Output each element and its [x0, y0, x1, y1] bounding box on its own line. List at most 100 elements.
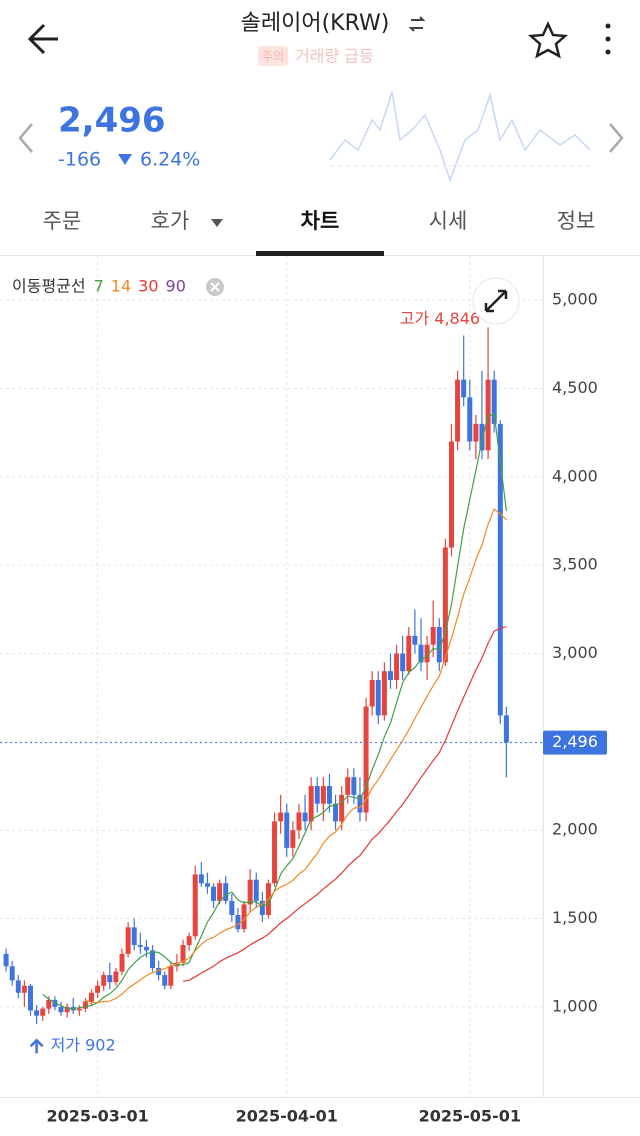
- low-annotation: 저가 902: [51, 1036, 116, 1055]
- candle-body: [198, 874, 204, 884]
- candle-body: [137, 945, 143, 947]
- candle-body: [308, 786, 314, 822]
- candle-body: [387, 671, 393, 681]
- dropdown-icon: [211, 219, 223, 227]
- moving-average: [85, 508, 507, 1004]
- tab[interactable]: 정보: [557, 209, 596, 233]
- y-tick-label: 4,500: [552, 378, 598, 397]
- prev-coin[interactable]: [18, 123, 33, 153]
- more-button[interactable]: [605, 23, 611, 55]
- tab[interactable]: 차트: [301, 209, 340, 233]
- legend-title: 이동평균선: [12, 277, 86, 296]
- candle-body: [180, 945, 186, 963]
- candle-body: [418, 644, 424, 663]
- candle-body: [326, 786, 332, 804]
- legend-item: 30: [138, 277, 158, 296]
- candle-body: [150, 950, 156, 969]
- price-change: -166: [58, 149, 101, 171]
- candle-body: [284, 812, 290, 848]
- candle-body: [467, 397, 473, 442]
- candle-body: [76, 1008, 82, 1011]
- candle-body: [455, 379, 461, 442]
- candle-body: [357, 794, 363, 813]
- x-tick-label: 2025-03-01: [46, 1107, 148, 1126]
- tab[interactable]: 주문: [43, 209, 82, 233]
- candle-body: [156, 968, 162, 976]
- candle-body: [168, 966, 174, 986]
- candle-body: [400, 653, 406, 672]
- candle-body: [333, 803, 339, 822]
- candle-body: [302, 812, 308, 822]
- candle-body: [253, 879, 259, 901]
- candle-body: [229, 900, 235, 916]
- candle-body: [235, 915, 241, 930]
- badge-bg: [258, 46, 288, 66]
- moving-average: [182, 626, 507, 982]
- candle-body: [223, 883, 229, 901]
- candle-body: [339, 794, 345, 822]
- next-coin[interactable]: [609, 123, 624, 153]
- back-button[interactable]: [27, 23, 58, 55]
- legend-item: 7: [94, 277, 104, 296]
- candle-body: [34, 1010, 40, 1016]
- coin-title: 솔레이어(KRW): [241, 11, 390, 36]
- candle-body: [406, 635, 412, 672]
- moving-average: [42, 412, 507, 1010]
- candle-body: [28, 985, 34, 1011]
- tab[interactable]: 시세: [429, 209, 468, 233]
- candle-body: [290, 830, 296, 848]
- candle-body: [125, 927, 131, 954]
- x-tick-label: 2025-05-01: [419, 1107, 521, 1126]
- candle-body: [211, 886, 217, 901]
- candle-body: [89, 992, 95, 1002]
- candle-body: [412, 635, 418, 645]
- candle-body: [351, 777, 357, 795]
- candle-body: [15, 980, 21, 993]
- active-tab-indicator: [256, 251, 384, 256]
- candle-body: [101, 975, 107, 986]
- candle-body: [461, 379, 467, 398]
- swap-icon[interactable]: [408, 16, 426, 32]
- candle-body: [479, 423, 485, 451]
- current-price: 2,496: [58, 101, 166, 141]
- candle-body: [503, 715, 509, 743]
- candle-body: [9, 966, 15, 981]
- legend-item: 14: [111, 277, 131, 296]
- x-tick-label: 2025-04-01: [236, 1107, 338, 1126]
- candle-body: [320, 786, 326, 804]
- candle-body: [82, 1001, 88, 1009]
- candle-body: [95, 985, 101, 993]
- favorite-button[interactable]: [527, 20, 569, 59]
- candle-body: [278, 812, 284, 822]
- y-tick-label: 3,000: [552, 643, 598, 662]
- candle-body: [375, 680, 381, 716]
- candle-body: [448, 441, 454, 548]
- candle-body: [363, 706, 369, 813]
- candle-body: [107, 975, 113, 983]
- candle-body: [192, 874, 198, 937]
- y-tick-label: 4,000: [552, 466, 598, 485]
- y-tick-label: 1,500: [552, 908, 598, 927]
- candle-body: [345, 777, 351, 795]
- expand-icon: [484, 289, 508, 313]
- candle-body: [46, 999, 52, 1009]
- candle-body: [436, 627, 442, 663]
- candle-body: [217, 883, 223, 901]
- candle-body: [162, 975, 168, 986]
- candle-body: [204, 883, 210, 887]
- last-price-tag: [543, 730, 607, 755]
- candle-body: [296, 812, 302, 831]
- tab[interactable]: 호가: [151, 209, 190, 233]
- candle-body: [119, 953, 125, 972]
- y-tick-label: 1,000: [552, 996, 598, 1015]
- candle-body: [473, 423, 479, 442]
- high-annotation: 고가 4,846: [400, 309, 480, 328]
- candle-body: [58, 1006, 64, 1013]
- sparkline: [329, 91, 591, 183]
- candle-body: [442, 547, 448, 663]
- candle-body: [247, 879, 253, 905]
- candle-body: [394, 653, 400, 681]
- candle-body: [381, 671, 387, 716]
- candle-body: [314, 786, 320, 804]
